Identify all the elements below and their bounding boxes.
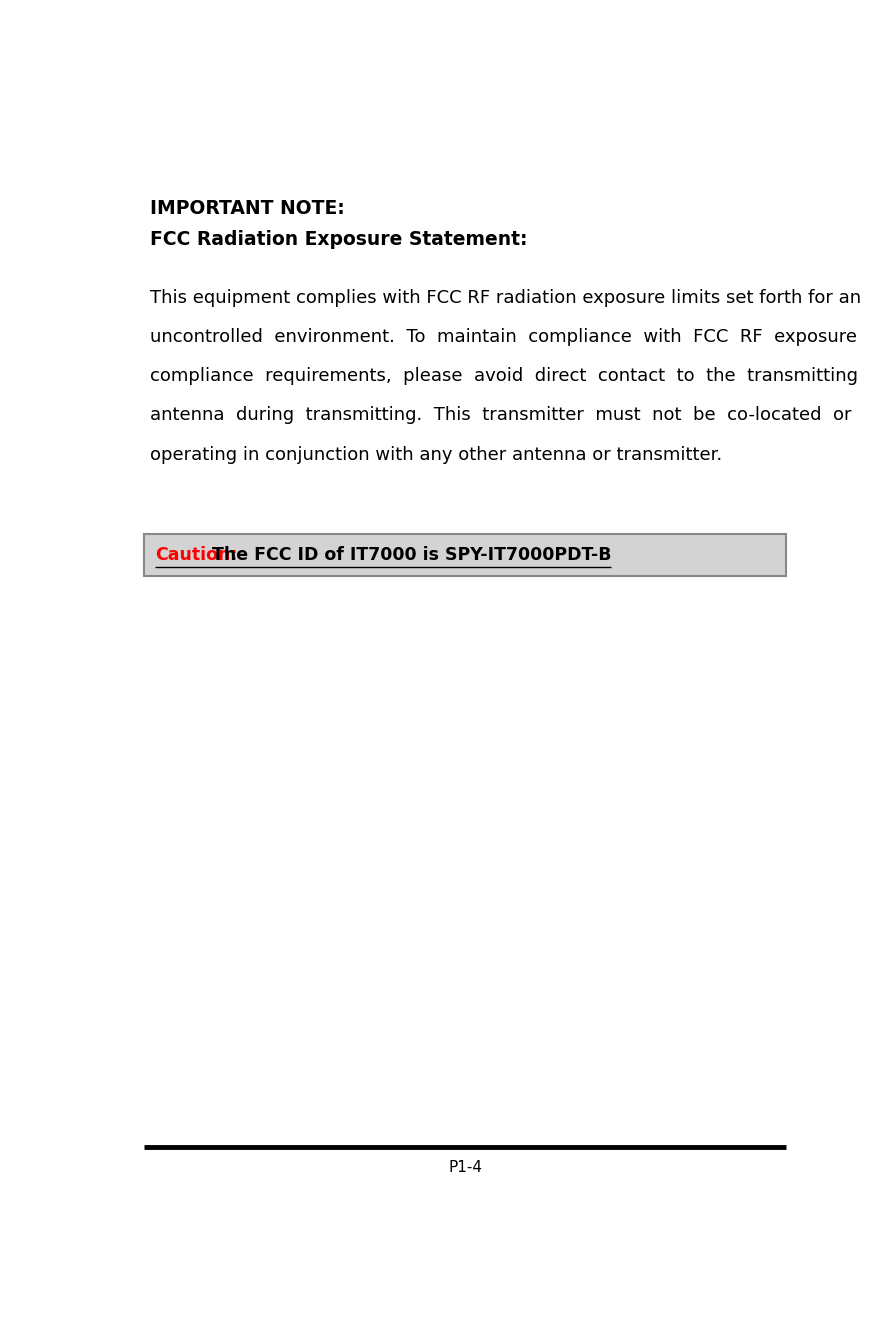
FancyBboxPatch shape bbox=[144, 535, 786, 576]
Text: antenna  during  transmitting.  This  transmitter  must  not  be  co-located  or: antenna during transmitting. This transm… bbox=[150, 406, 851, 425]
Text: The FCC ID of IT7000 is SPY-IT7000PDT-B: The FCC ID of IT7000 is SPY-IT7000PDT-B bbox=[206, 545, 611, 564]
Text: operating in conjunction with any other antenna or transmitter.: operating in conjunction with any other … bbox=[150, 446, 722, 464]
Text: P1-4: P1-4 bbox=[448, 1159, 482, 1175]
Text: This equipment complies with FCC RF radiation exposure limits set forth for an: This equipment complies with FCC RF radi… bbox=[150, 288, 861, 307]
Text: FCC Radiation Exposure Statement:: FCC Radiation Exposure Statement: bbox=[150, 230, 527, 249]
Text: Caution:: Caution: bbox=[156, 545, 238, 564]
Text: uncontrolled  environment.  To  maintain  compliance  with  FCC  RF  exposure: uncontrolled environment. To maintain co… bbox=[150, 328, 856, 346]
Text: IMPORTANT NOTE:: IMPORTANT NOTE: bbox=[150, 198, 344, 218]
Text: compliance  requirements,  please  avoid  direct  contact  to  the  transmitting: compliance requirements, please avoid di… bbox=[150, 367, 858, 385]
